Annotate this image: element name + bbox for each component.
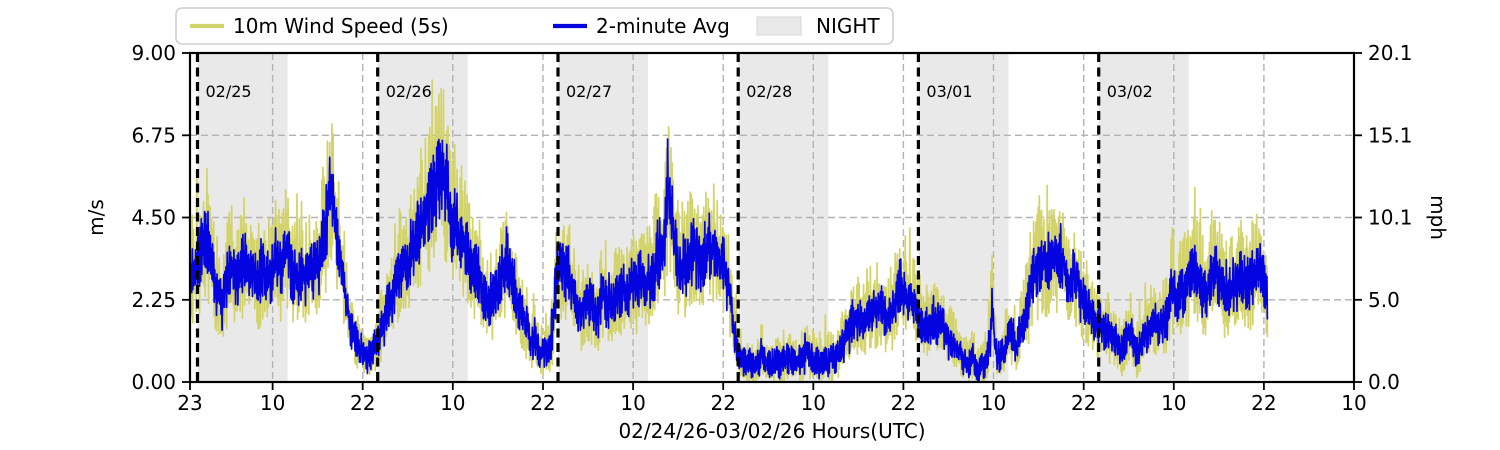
- y-tick-label-left: 0.00: [131, 370, 176, 394]
- y-axis-label-left: m/s: [84, 199, 108, 236]
- y-tick-label-left: 9.00: [131, 41, 176, 65]
- x-tick-label: 10: [981, 391, 1006, 415]
- date-label: 02/27: [566, 82, 612, 101]
- date-label: 02/28: [746, 82, 792, 101]
- y-tick-label-right: 20.1: [1368, 41, 1413, 65]
- y-tick-label-left: 2.25: [131, 288, 176, 312]
- y-tick-label-left: 4.50: [131, 206, 176, 230]
- legend: 10m Wind Speed (5s) 2-minute Avg NIGHT: [175, 7, 894, 45]
- y-tick-label-left: 6.75: [131, 123, 176, 147]
- x-tick-label: 10: [620, 391, 645, 415]
- date-label: 02/25: [206, 82, 252, 101]
- x-tick-label: 23: [177, 391, 202, 415]
- legend-label: NIGHT: [816, 14, 880, 38]
- x-tick-label: 22: [891, 391, 916, 415]
- y-tick-label-right: 15.1: [1368, 123, 1413, 147]
- x-tick-label: 10: [440, 391, 465, 415]
- date-label: 02/26: [386, 82, 432, 101]
- y-tick-label-right: 0.0: [1368, 370, 1400, 394]
- x-tick-label: 10: [801, 391, 826, 415]
- y-tick-label-right: 10.1: [1368, 206, 1413, 230]
- x-tick-label: 22: [530, 391, 555, 415]
- date-label: 03/01: [926, 82, 972, 101]
- date-label: 03/02: [1107, 82, 1153, 101]
- x-tick-label: 22: [1071, 391, 1096, 415]
- x-tick-label: 22: [350, 391, 375, 415]
- legend-swatch-patch: [756, 16, 802, 36]
- legend-box: [175, 7, 894, 45]
- x-tick-label: 10: [1341, 391, 1366, 415]
- x-axis-label: 02/24/26-03/02/26 Hours(UTC): [618, 419, 925, 443]
- y-axis-label-right: mph: [1426, 195, 1450, 240]
- two-minute-avg-series: [189, 138, 1269, 382]
- legend-label: 2-minute Avg: [596, 14, 730, 38]
- legend-label: 10m Wind Speed (5s): [233, 14, 449, 38]
- x-tick-label: 10: [260, 391, 285, 415]
- x-tick-label: 10: [1161, 391, 1186, 415]
- x-tick-label: 22: [1251, 391, 1276, 415]
- x-tick-label: 22: [710, 391, 735, 415]
- y-tick-label-right: 5.0: [1368, 288, 1400, 312]
